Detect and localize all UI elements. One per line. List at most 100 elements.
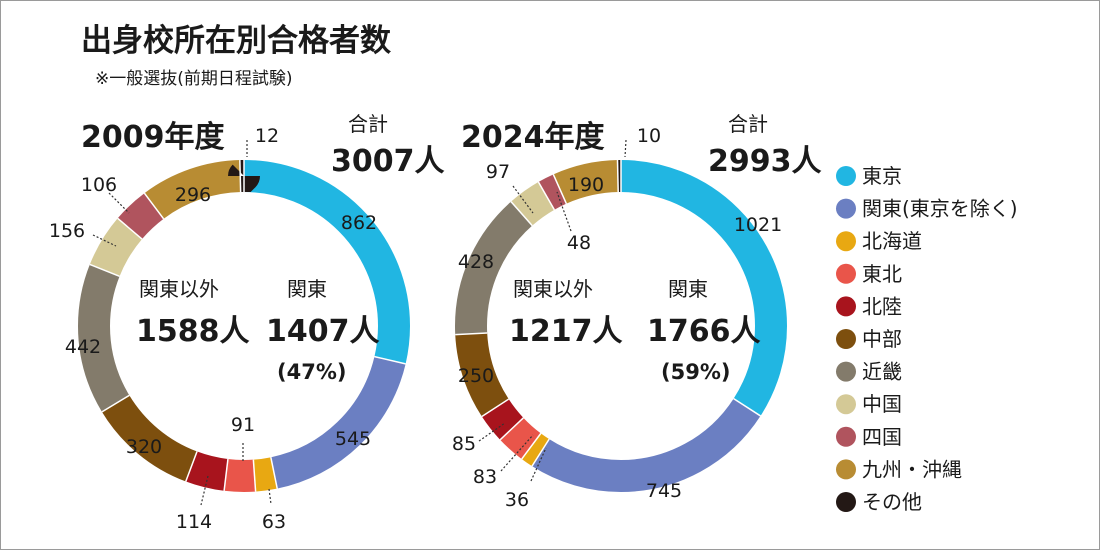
leader-line xyxy=(478,422,506,442)
slice-separator xyxy=(143,192,165,220)
slice-separator xyxy=(270,457,278,489)
value-label-shikoku: 48 xyxy=(567,232,591,254)
value-label-tohoku: 83 xyxy=(473,466,497,488)
leader-line xyxy=(624,139,627,158)
kanto-value-2024: 1766人 xyxy=(647,314,761,349)
value-label-other: 12 xyxy=(255,125,279,147)
legend-label-chugoku: 中国 xyxy=(862,392,902,416)
value-label-kinki: 442 xyxy=(65,336,101,358)
total-value-2009: 3007人 xyxy=(331,144,445,179)
legend-swatch-kanto xyxy=(836,198,856,219)
kanto-pct-2009: (47%) xyxy=(277,360,346,384)
other-label-2024: 関東以外 xyxy=(513,277,593,301)
donut-2024: 1021 745 36 83 85 250 428 97 48 190 10 xyxy=(452,125,787,511)
slice-separator xyxy=(499,417,524,441)
legend-label-shikoku: 四国 xyxy=(862,425,902,449)
leader-line xyxy=(268,488,272,505)
leader-line xyxy=(556,191,572,232)
leader-line xyxy=(200,475,209,506)
value-label-kyushu: 296 xyxy=(175,184,211,206)
value-label-kyushu: 190 xyxy=(568,174,604,196)
value-label-other: 10 xyxy=(637,125,661,147)
total-label-2024: 合計 xyxy=(728,112,768,136)
legend-label-tohoku: 東北 xyxy=(862,262,902,286)
legend-label-other: その他 xyxy=(862,490,922,514)
value-label-kanto: 745 xyxy=(646,480,682,502)
legend-swatch-hokkaido xyxy=(836,231,856,252)
leader-line xyxy=(92,234,117,247)
legend-swatch-tokyo xyxy=(836,166,856,186)
slice-separator xyxy=(252,459,257,492)
slice-separator xyxy=(531,438,550,467)
slice-tohoku-2009年度 xyxy=(78,160,410,492)
slice-separator xyxy=(616,160,619,193)
legend-swatch-shikoku xyxy=(836,426,856,447)
slice-separator xyxy=(101,394,130,413)
slice-separator xyxy=(89,263,120,278)
leader-line xyxy=(512,185,534,214)
year-label-2024: 2024年度 xyxy=(461,120,605,155)
value-label-tohoku: 91 xyxy=(231,414,255,436)
legend-swatch-other xyxy=(836,492,856,512)
value-label-hokkaido: 63 xyxy=(262,511,286,533)
slice-kinki-2024年度 xyxy=(455,160,787,492)
slice-separator xyxy=(481,398,510,418)
chart-subtitle: ※一般選抜(前期日程試験) xyxy=(95,69,293,89)
leader-line xyxy=(500,434,534,472)
value-label-kanto: 545 xyxy=(335,428,371,450)
value-label-chugoku: 156 xyxy=(49,220,85,242)
legend-label-chubu: 中部 xyxy=(862,327,902,351)
value-label-chugoku: 97 xyxy=(486,161,510,183)
legend-label-tokyo: 東京 xyxy=(862,164,902,188)
year-label-2009: 2009年度 xyxy=(81,120,225,155)
slice-kinki-2009年度 xyxy=(78,160,410,492)
slice-separator xyxy=(455,332,488,336)
legend-swatch-kinki xyxy=(836,361,856,382)
donut-2009: 862 545 63 91 114 320 442 156 106 296 12 xyxy=(49,125,410,533)
value-label-kinki: 428 xyxy=(458,251,494,273)
value-label-chubu: 250 xyxy=(458,365,494,387)
other-label-2009: 関東以外 xyxy=(139,277,219,301)
legend-label-kanto: 関東(東京を除く) xyxy=(862,197,1018,221)
chart-title: 出身校所在別合格者数 xyxy=(81,23,391,59)
value-label-hokuriku: 85 xyxy=(452,433,476,455)
slice-separator xyxy=(185,451,198,482)
slice-separator xyxy=(537,181,555,211)
leader-line xyxy=(108,192,130,214)
slice-separator xyxy=(239,160,242,193)
kanto-pct-2024: (59%) xyxy=(661,360,730,384)
slice-separator xyxy=(374,355,406,365)
slice-separator xyxy=(223,458,229,491)
other-value-2009: 1588人 xyxy=(136,314,250,349)
slice-separator xyxy=(552,174,568,204)
legend-swatch-hokuriku xyxy=(836,296,856,317)
slice-separator xyxy=(117,217,143,240)
legend-swatch-tohoku xyxy=(836,263,856,284)
slice-separator xyxy=(510,201,533,227)
kanto-label-2009: 関東 xyxy=(287,277,327,301)
total-label-2009: 合計 xyxy=(348,112,388,136)
legend-label-hokkaido: 北海道 xyxy=(862,229,922,253)
value-label-shikoku: 106 xyxy=(81,174,117,196)
legend-swatch-chugoku xyxy=(836,394,856,415)
slice-kanto-2024年度 xyxy=(455,160,787,492)
slice-separator xyxy=(521,432,542,460)
value-label-tokyo: 862 xyxy=(341,212,377,234)
value-label-hokkaido: 36 xyxy=(505,489,529,511)
value-label-tokyo: 1021 xyxy=(734,214,782,236)
legend-label-kinki: 近畿 xyxy=(862,360,902,384)
value-label-hokuriku: 114 xyxy=(176,511,212,533)
total-value-2024: 2993人 xyxy=(708,144,822,179)
value-label-chubu: 320 xyxy=(126,436,162,458)
other-value-2024: 1217人 xyxy=(509,314,623,349)
kanto-label-2024: 関東 xyxy=(668,277,708,301)
kanto-value-2009: 1407人 xyxy=(266,314,380,349)
legend-swatch-chubu xyxy=(836,329,856,349)
legend-label-hokuriku: 北陸 xyxy=(862,294,902,318)
legend-label-kyushu: 九州・沖縄 xyxy=(862,457,962,481)
legend-swatch-kyushu xyxy=(836,459,856,480)
slice-separator xyxy=(733,397,761,417)
